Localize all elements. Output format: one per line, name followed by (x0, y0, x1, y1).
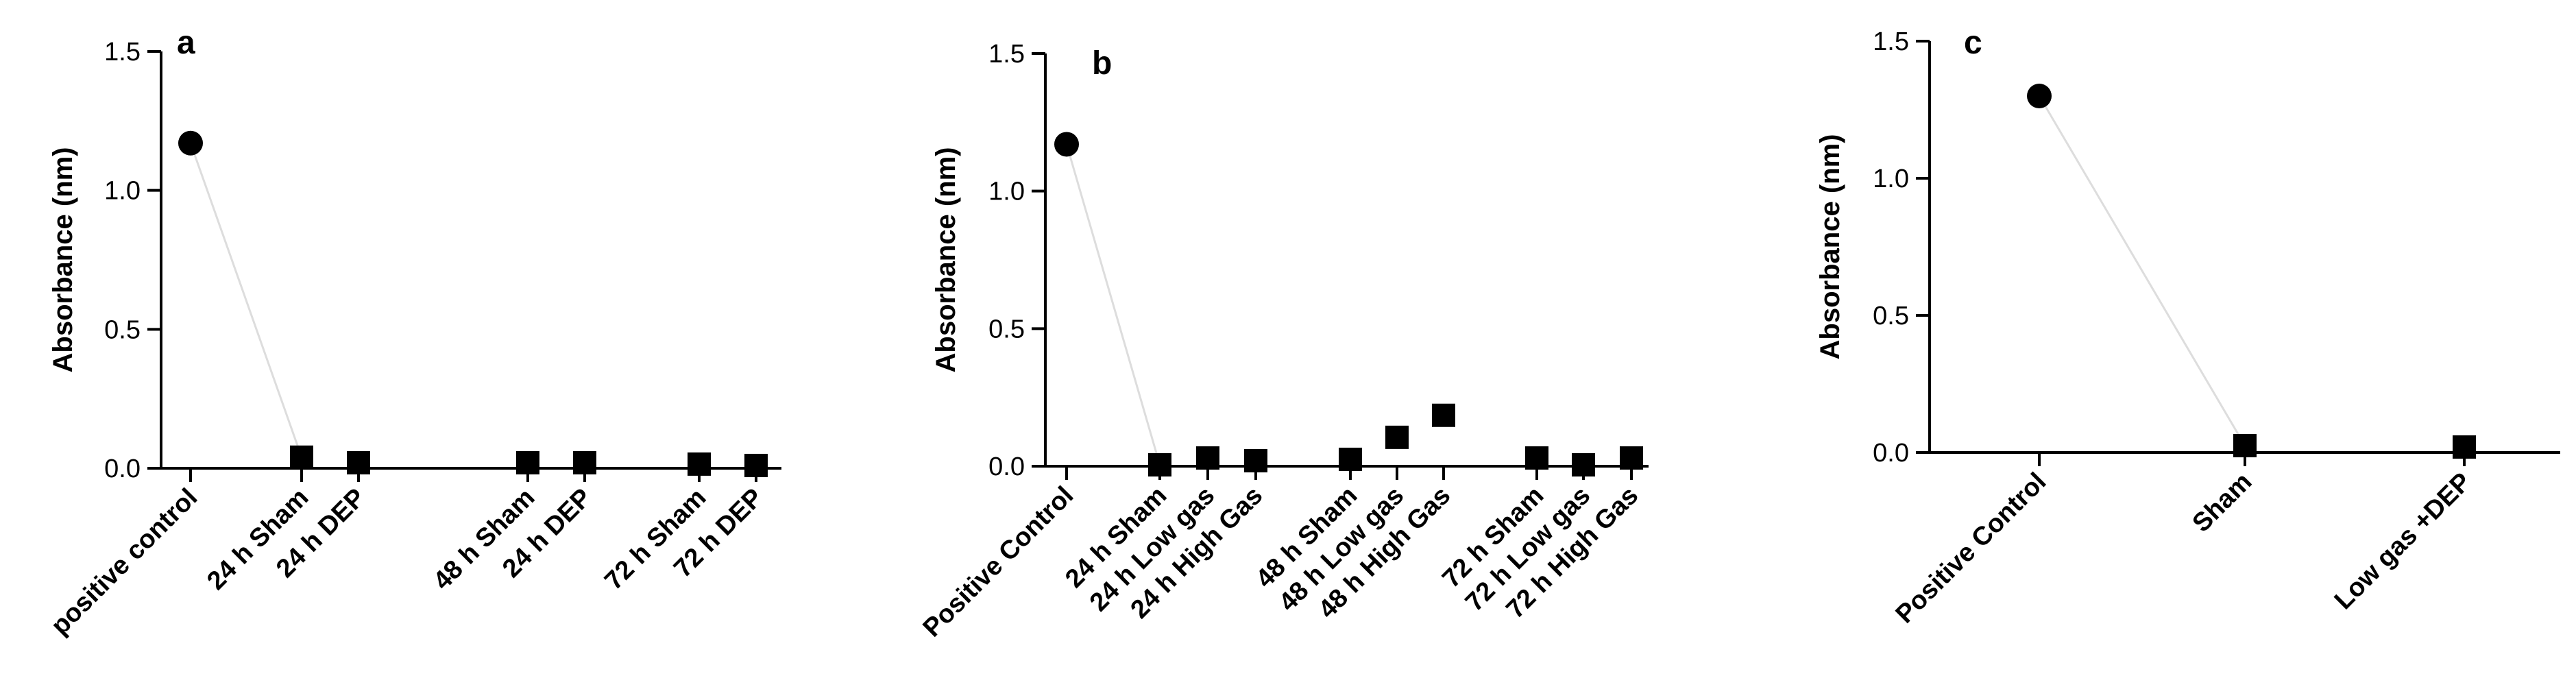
y-tick-label: 1.0 (1873, 165, 1909, 193)
data-point-square (2233, 434, 2257, 457)
connector-line (2038, 95, 2246, 446)
data-point-square (347, 450, 370, 474)
panel-letter: a (177, 25, 195, 61)
data-point-square (1148, 452, 1171, 476)
y-tick-label: 0.5 (988, 315, 1025, 343)
y-tick-label: 0.5 (1873, 302, 1909, 330)
y-tick-label: 1.5 (1873, 27, 1909, 56)
y-axis-title: Absorbance (nm) (1815, 134, 1845, 360)
panel-letter: c (1964, 25, 1982, 61)
data-point-square (1525, 446, 1548, 470)
y-tick-label: 0.5 (104, 315, 141, 344)
data-point-square (1572, 452, 1595, 476)
data-point-square (573, 450, 596, 474)
y-tick-label: 1.0 (104, 177, 141, 206)
connector-line (1065, 144, 1161, 466)
data-point-square (1196, 446, 1219, 470)
y-tick-label: 0.0 (1873, 439, 1909, 468)
y-tick-label: 1.0 (988, 178, 1025, 206)
data-point-square (744, 453, 768, 477)
x-category-label: Low gas +DEP (2329, 468, 2477, 616)
data-point-circle (2027, 84, 2052, 108)
x-category-label: Sham (2187, 468, 2257, 538)
chart-panel-a: 0.0 0.5 1.0 1.5 Absorbance (nm) a positive con… (46, 25, 781, 640)
connector-line (189, 143, 303, 458)
chart-panel-c: 0.0 0.5 1.0 1.5 Absorbance (nm) c Positive Con… (1815, 25, 2560, 629)
y-tick-label: 0.0 (104, 455, 141, 483)
data-point-square (2453, 435, 2476, 459)
data-point-square (1244, 448, 1267, 472)
data-point-square (1620, 446, 1643, 470)
panel-letter: b (1092, 45, 1112, 82)
y-tick-label: 1.5 (104, 38, 141, 67)
y-tick-label: 0.0 (988, 452, 1025, 481)
y-axis-title: Absorbance (nm) (48, 147, 78, 373)
data-point-square (1432, 403, 1455, 427)
x-category-label: positive control (46, 483, 204, 641)
data-point-square (1339, 447, 1362, 471)
data-point-circle (178, 130, 203, 156)
data-point-circle (1054, 132, 1079, 157)
chart-panel-b: 0.0 0.5 1.0 1.5 Absorbance (nm) b Positive Con… (918, 40, 1649, 642)
data-point-square (290, 445, 313, 469)
y-axis-title: Absorbance (nm) (931, 147, 961, 373)
data-point-square (1385, 425, 1409, 449)
y-tick-label: 1.5 (988, 40, 1025, 69)
x-category-label: Positive Control (1891, 468, 2052, 629)
data-point-square (688, 452, 711, 476)
x-category-label: Positive Control (918, 481, 1080, 643)
data-point-square (516, 450, 539, 474)
